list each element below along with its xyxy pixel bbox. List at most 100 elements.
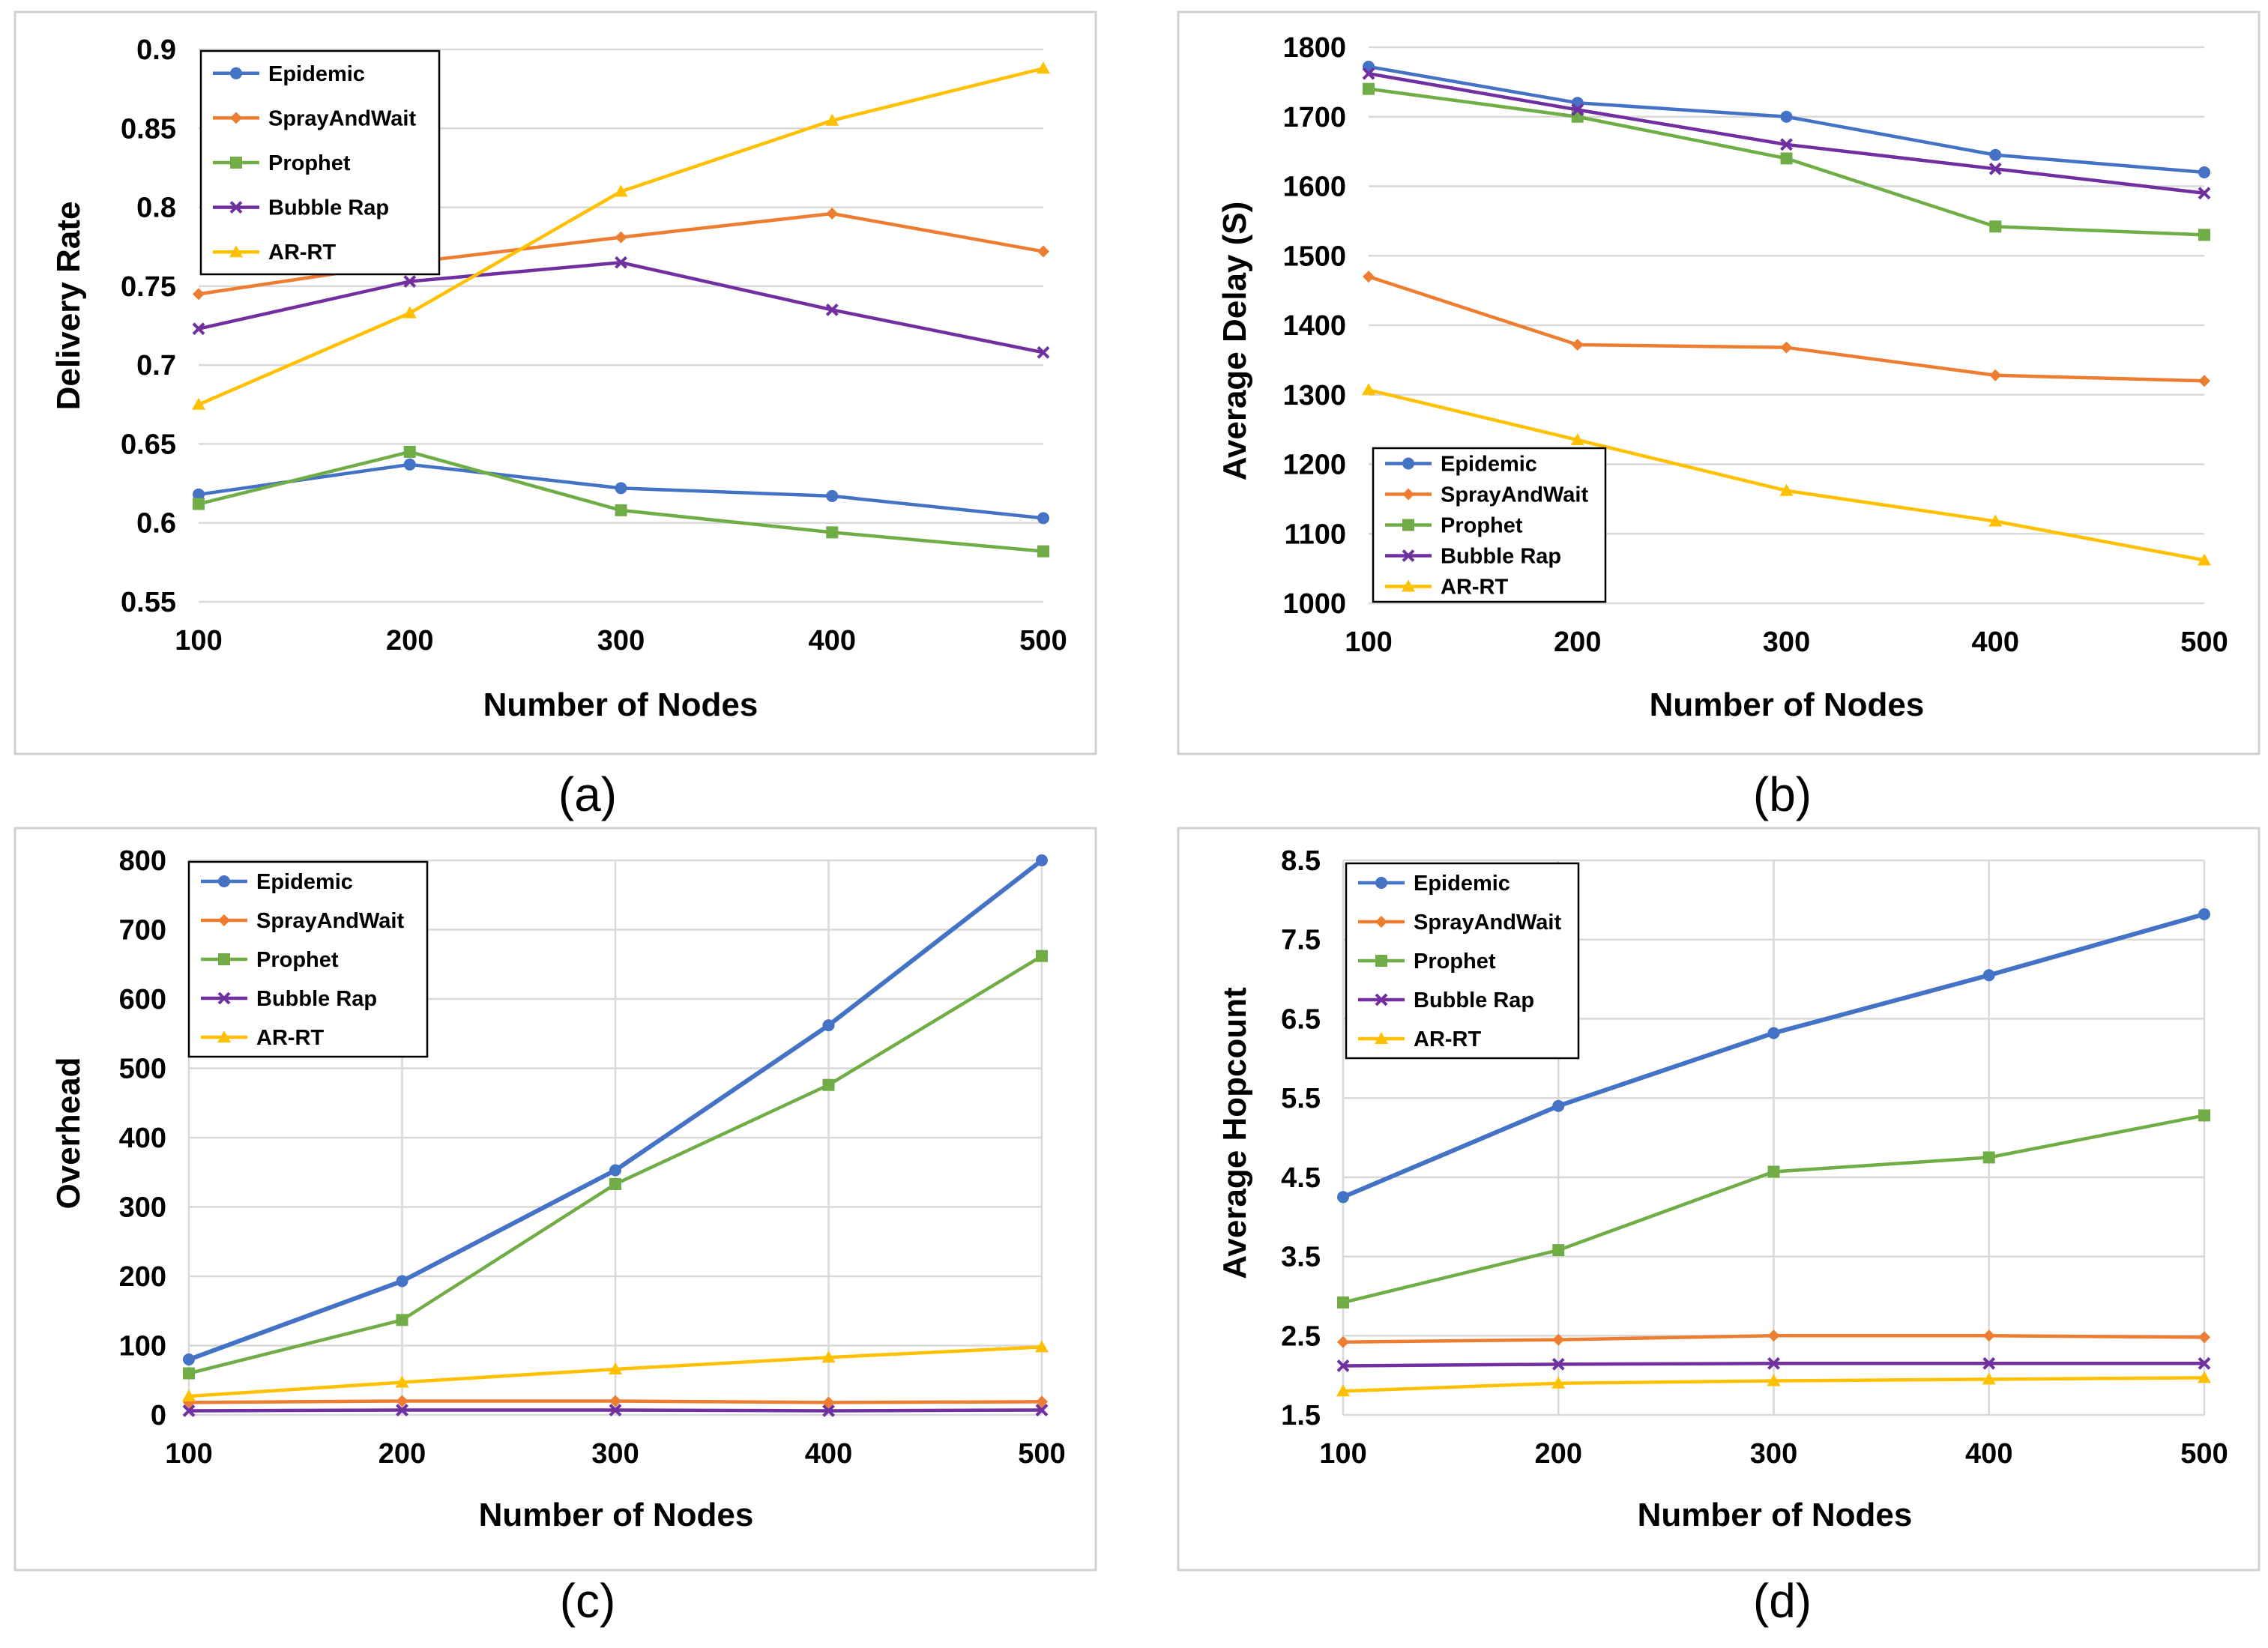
data-point [1037,245,1049,258]
legend-item: Prophet [213,151,351,175]
legend-label: Prophet [268,151,351,175]
data-point [1571,338,1584,351]
data-point [615,231,627,244]
legend-item: AR-RT [213,241,336,265]
y-tick-label: 5.5 [1281,1083,1321,1114]
data-point [615,504,627,516]
series-sprayandwait [1363,271,2210,387]
x-tick-label: 100 [165,1438,212,1470]
data-point [822,1404,835,1417]
data-point [1336,1384,1350,1397]
y-tick-label: 1500 [1282,241,1346,272]
series-bubble-rap [192,256,1050,359]
legend-item: AR-RT [1385,576,1508,600]
y-tick-label: 1000 [1282,588,1346,620]
legend-label: AR-RT [1414,1027,1481,1051]
data-point [1035,1404,1049,1416]
legend-item: Bubble Rap [1358,989,1534,1012]
y-tick-label: 1200 [1282,450,1346,481]
series-bubble-rap [1336,1356,2211,1372]
x-tick-label: 300 [591,1438,639,1470]
legend-item: Bubble Rap [1385,545,1561,569]
data-point [2198,166,2210,178]
y-tick-label: 0.75 [121,271,176,303]
legend-marker [217,991,231,1005]
data-point [1337,1191,1349,1204]
x-tick-label: 500 [2180,627,2228,658]
data-point [193,498,205,510]
data-point [1982,1356,1996,1370]
data-point [1036,854,1048,866]
data-point [395,1375,409,1388]
legend-label: SprayAndWait [1414,911,1561,935]
legend-marker [229,201,243,214]
data-point [1780,138,1793,151]
legend-marker [230,67,242,79]
data-point [609,1164,621,1177]
x-axis-title: Number of Nodes [479,1497,754,1533]
chart-panel-c: 0 100 200 300 400 500 600 700 800 100 200 300 400 500… [13,827,1097,1628]
data-point [826,207,839,220]
legend-marker [218,914,230,926]
data-point [826,526,839,539]
legend-item: AR-RT [1358,1027,1481,1051]
panel-frame [1177,10,2261,755]
y-tick-label: 1300 [1282,380,1346,411]
legend-item: Prophet [1358,950,1496,974]
legend-item: SprayAndWait [1385,483,1588,507]
data-point [821,1350,836,1363]
legend-label: SprayAndWait [1441,483,1588,507]
x-tick-label: 400 [805,1438,852,1470]
data-point [1982,969,1995,982]
legend-item: SprayAndWait [1358,911,1561,935]
y-tick-label: 0.65 [121,429,176,460]
panel-frame [13,10,1097,755]
data-point [2198,187,2211,200]
y-axis-title: Average Hopcount [1216,987,1253,1279]
y-tick-label: 0.85 [121,113,176,145]
x-tick-label: 200 [386,625,433,657]
legend-label: Prophet [1414,950,1496,974]
series-ar-rt [182,1340,1049,1402]
legend-item: AR-RT [201,1026,324,1050]
data-point [1780,341,1793,354]
legend-marker [1375,916,1387,928]
legend-label: Bubble Rap [1441,545,1561,569]
x-tick-label: 100 [175,625,222,657]
x-tick-label: 500 [1019,625,1067,657]
y-axis-title: Delivery Rate [50,202,87,411]
data-point [1036,950,1048,962]
series-epidemic [193,458,1049,525]
data-point [1336,1359,1350,1372]
data-point [1767,1356,1780,1370]
panel-caption: (d) [1753,1574,1812,1628]
y-tick-label: 200 [119,1261,166,1293]
data-point [1767,1165,1780,1178]
data-point [609,1362,622,1374]
x-tick-label: 500 [2180,1438,2228,1470]
legend-item: SprayAndWait [201,909,404,933]
legend-item: Prophet [201,948,339,972]
data-point [1989,148,2002,161]
legend-label: AR-RT [1441,576,1508,600]
x-tick-label: 400 [1965,1438,2012,1470]
data-point [2198,908,2210,920]
series-prophet [183,950,1048,1380]
data-point [615,482,627,495]
legend-label: Epidemic [268,62,365,86]
data-point [1988,162,2002,175]
data-point [1571,103,1584,116]
series-epidemic [183,854,1048,1365]
data-point [1982,1372,1996,1385]
data-point [1037,61,1050,74]
legend-label: Bubble Rap [256,987,377,1011]
data-point [826,489,839,502]
data-point [403,458,416,471]
data-point [403,275,417,288]
data-point [396,1275,408,1288]
series-prophet [1363,82,2210,241]
y-tick-label: 0 [151,1400,166,1431]
legend-marker [218,875,230,887]
data-point [1989,220,2002,233]
legend-item: Epidemic [201,870,353,894]
